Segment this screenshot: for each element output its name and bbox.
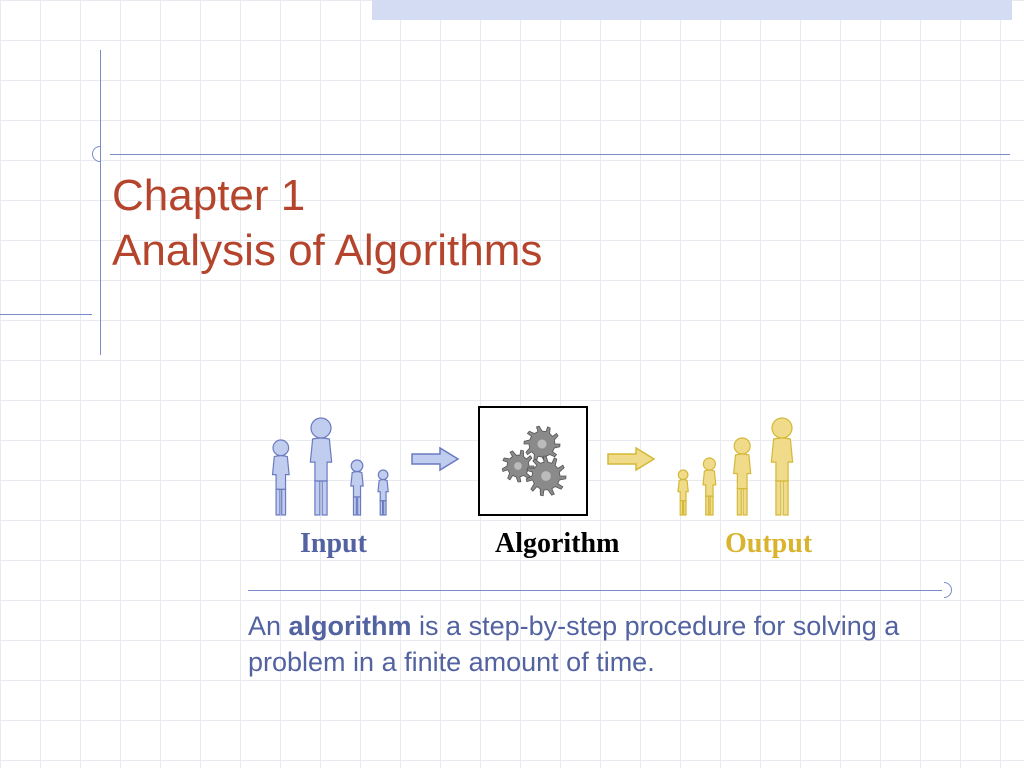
person-icon — [763, 417, 801, 517]
definition-prefix: An — [248, 611, 289, 641]
gears-icon — [488, 416, 578, 506]
slide-title: Chapter 1 Analysis of Algorithms — [112, 168, 542, 278]
output-people-group — [674, 417, 801, 522]
input-people-group — [266, 417, 392, 522]
person-icon — [698, 457, 721, 517]
person-icon — [727, 437, 757, 517]
person-icon — [266, 439, 296, 517]
horizontal-rule-top — [110, 154, 1010, 155]
label-algorithm: Algorithm — [495, 528, 725, 560]
person-icon — [346, 459, 368, 517]
title-line-1: Chapter 1 — [112, 168, 542, 223]
title-line-2: Analysis of Algorithms — [112, 223, 542, 278]
definition-text: An algorithm is a step-by-step procedure… — [248, 608, 948, 681]
algorithm-box — [478, 406, 588, 516]
person-icon — [302, 417, 340, 517]
label-input: Input — [300, 528, 495, 560]
definition-bold: algorithm — [289, 611, 412, 641]
horizontal-rule-mid — [0, 314, 92, 315]
arrow-input-icon — [410, 446, 460, 472]
label-output: Output — [725, 528, 812, 560]
vertical-rule — [100, 50, 101, 355]
top-accent-bar — [372, 0, 1012, 20]
person-icon — [374, 469, 392, 517]
diagram-labels: Input Algorithm Output — [300, 528, 890, 560]
arrow-output-icon — [606, 446, 656, 472]
algorithm-diagram — [266, 372, 896, 522]
horizontal-rule-bottom — [248, 590, 942, 591]
person-icon — [674, 469, 692, 517]
